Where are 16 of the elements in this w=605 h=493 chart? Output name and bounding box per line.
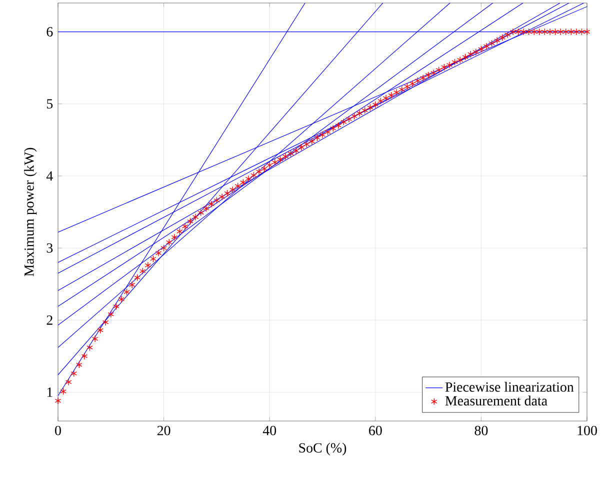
x-axis-title: SoC (%) — [299, 442, 346, 456]
y-tick-label: 1 — [47, 388, 52, 397]
x-tick-label: 40 — [262, 426, 276, 436]
x-tick-label: 60 — [369, 426, 382, 436]
x-tick-label: 20 — [157, 426, 170, 436]
y-axis-title: Maximum power (kW) — [24, 148, 37, 276]
x-tick-label: 0 — [55, 426, 61, 436]
legend-label: Measurement data — [445, 396, 548, 406]
y-tick-label: 3 — [46, 243, 53, 253]
y-tick-label: 4 — [46, 171, 53, 181]
x-tick-label: 100 — [578, 426, 597, 436]
y-tick-label: 6 — [46, 27, 53, 37]
y-tick-label: 5 — [46, 99, 53, 109]
legend-label: Piecewise linearization — [445, 382, 574, 392]
x-tick-label: 80 — [474, 426, 488, 436]
y-tick-label: 2 — [46, 315, 52, 325]
